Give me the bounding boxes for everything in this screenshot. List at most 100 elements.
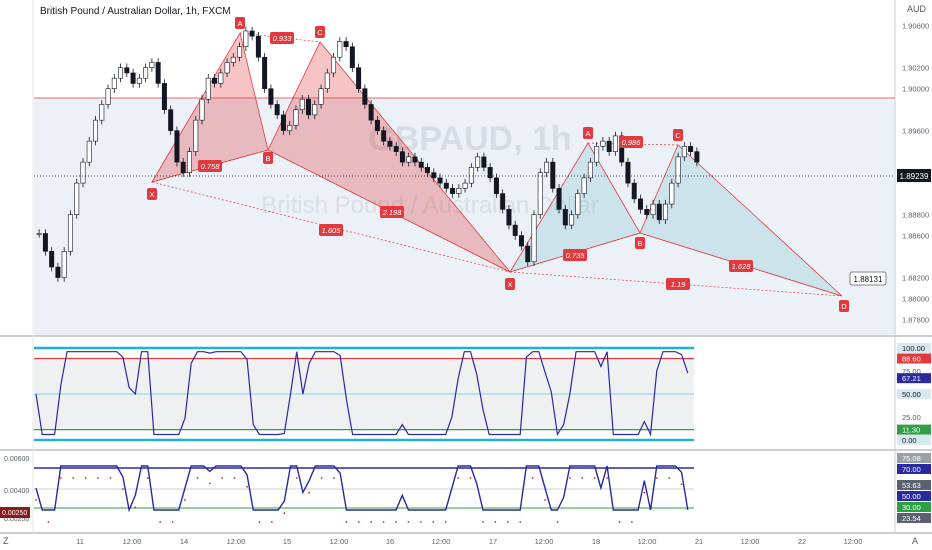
time-tick-15: 12:00 (844, 537, 863, 546)
pivot-label-4: X (507, 280, 512, 289)
osc2-dot-44 (308, 491, 311, 494)
candle-body-11 (105, 88, 111, 105)
candle-body-105 (694, 151, 700, 163)
osc2-right-bg-5 (897, 513, 931, 523)
osc2-dot-58 (395, 521, 397, 523)
candle-body-6 (74, 182, 80, 215)
osc1-tick-6: 11.30 (902, 426, 920, 435)
time-tick-8: 17 (489, 537, 497, 546)
target-tag: 1.88131 (849, 271, 887, 286)
osc2-dot-34 (246, 485, 248, 488)
last-price-value: 1.89239 (900, 172, 929, 181)
osc2-left-badge: 0.00250 (2, 510, 27, 517)
candle-body-28 (212, 77, 218, 84)
candle-body-47 (331, 56, 337, 74)
time-tick-3: 12:00 (227, 537, 246, 546)
candle-body-8 (86, 140, 92, 163)
candle-body-104 (688, 146, 694, 152)
osc1-tick-bg-6 (897, 424, 931, 435)
time-axis[interactable]: 11 12:00 14 12:00 15 12:00 16 12:00 17 12:00 18 12:… (76, 537, 862, 546)
candle-body-16 (136, 77, 142, 84)
time-tick-1: 12:00 (123, 537, 142, 546)
candle-body-39 (280, 114, 286, 131)
currency-label: AUD (906, 4, 926, 14)
osc2-right-tick-1: 70.00 (902, 465, 921, 474)
osc2-dot-42 (295, 477, 298, 479)
osc1-tick-5: 25.00 (902, 413, 921, 422)
candle-body-94 (625, 161, 631, 184)
ratio-tag-bg-5 (563, 249, 587, 261)
osc2-left-tick-1: 0.00400 (4, 488, 29, 495)
candle-body-20 (161, 83, 167, 110)
candle-body-63 (431, 172, 437, 179)
candle-body-60 (412, 156, 418, 163)
time-tick-11: 12:00 (638, 537, 657, 546)
candle-body-65 (443, 182, 449, 189)
time-tick-2: 14 (180, 537, 188, 546)
time-tick-7: 12:00 (432, 537, 451, 546)
candle-body-40 (287, 125, 293, 131)
osc2-dot-100 (655, 477, 658, 479)
ratio-tag-5: 0.735 (566, 251, 586, 260)
candle-body-78 (525, 245, 531, 263)
pivot-label-6: B (637, 239, 642, 248)
candle-body-26 (199, 98, 205, 121)
osc1-tick-bg-7 (897, 435, 931, 445)
candle-body-61 (418, 161, 424, 168)
osc1-tick-7: 0.00 (902, 436, 917, 445)
time-tick-10: 18 (592, 537, 600, 546)
candle-body-82 (550, 161, 556, 189)
candle-body-100 (663, 203, 669, 221)
osc2-dot-8 (84, 477, 87, 479)
ratio-tag-bg-6 (729, 260, 753, 272)
osc2-dot-50 (345, 521, 348, 523)
candle-body-59 (406, 156, 412, 163)
osc2-dot-54 (370, 521, 373, 523)
candle-body-56 (387, 140, 393, 147)
candle-body-70 (475, 156, 481, 168)
price-tick-6: 1.88600 (902, 232, 929, 241)
pivot-bg-5 (583, 127, 593, 139)
time-tick-5: 12:00 (330, 537, 349, 546)
pivot-label-0: X (149, 190, 154, 199)
candle-body-92 (612, 135, 618, 152)
candle-body-22 (174, 130, 180, 163)
ratio-tag-bg-0 (270, 32, 294, 44)
corner-left: Z (3, 536, 9, 546)
candle-body-35 (255, 35, 261, 58)
candle-body-50 (349, 46, 355, 69)
osc2-dot-104 (680, 483, 683, 486)
candle-body-30 (224, 62, 230, 74)
oscillator-2-pane[interactable]: 0.00600 0.00400 0.00250 75.08 70.00 53.63 50.0… (0, 453, 931, 523)
candle-body-3 (55, 266, 61, 278)
osc2-dot-46 (320, 477, 323, 479)
chart-title[interactable]: British Pound / Australian Dollar, 1h, F… (40, 6, 231, 17)
candle-body-85 (569, 214, 575, 226)
osc1-tick-1: 88.60 (902, 354, 921, 363)
osc2-left-tick-0: 0.00600 (4, 456, 29, 463)
candle-body-52 (362, 88, 368, 105)
osc2-dot-90 (593, 477, 596, 479)
harmonic-ratio-line (267, 149, 511, 273)
candle-body-90 (600, 140, 606, 147)
osc2-dot-62 (419, 521, 422, 523)
osc2-dot-86 (568, 477, 571, 479)
osc2-dot-72 (482, 521, 484, 523)
osc2-right-bg-2 (897, 480, 931, 490)
candle-body-42 (299, 98, 305, 110)
harmonic-patterns (151, 31, 843, 297)
osc2-left-tick-2: 0.00250 (4, 516, 29, 523)
candle-body-54 (374, 119, 380, 131)
osc1-tick-4: 50.00 (902, 390, 921, 399)
osc1-tick-2: 75.00 (902, 367, 921, 376)
osc2-dot-98 (643, 491, 646, 494)
candle-body-53 (368, 104, 374, 121)
pivot-label-5: A (585, 129, 590, 138)
candle-body-95 (631, 182, 637, 200)
pattern-labels: 0.933 0.758 2.198 1.605 0.986 0.735 1.628 1.19 X… (147, 17, 849, 312)
osc2-dot-80 (531, 477, 534, 479)
candle-body-97 (644, 209, 650, 215)
candle-body-55 (381, 130, 387, 142)
